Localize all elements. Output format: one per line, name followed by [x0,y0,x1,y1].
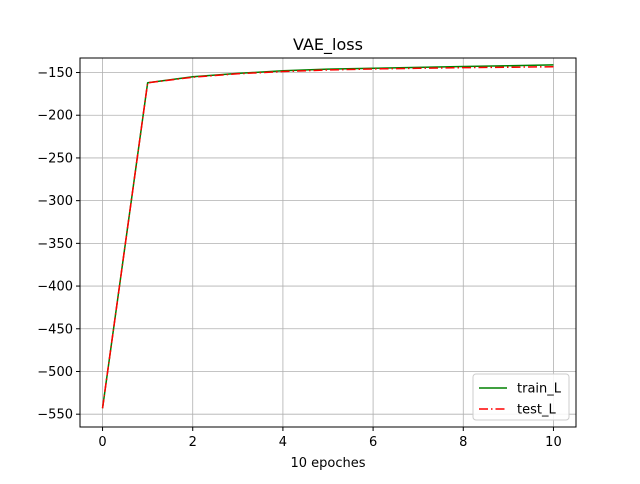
y-tick-label: −500 [37,365,73,380]
y-tick-label: −300 [37,194,73,209]
y-tick-label: −150 [37,66,73,81]
x-tick-label: 10 [545,435,562,450]
y-tick-label: −250 [37,151,73,166]
y-tick-label: −550 [37,408,73,423]
x-tick-label: 0 [98,435,106,450]
series-line-test_L [101,65,554,409]
x-tick-label: 6 [369,435,377,450]
x-tick-label: 2 [189,435,197,450]
series-layer [101,64,554,409]
y-tick-label: −200 [37,109,73,124]
legend-label-test_L: test_L [517,403,556,418]
y-tick-label: −400 [37,280,73,295]
chart-title: VAE_loss [293,35,363,55]
x-tick-label: 8 [459,435,467,450]
y-axis: −550 −500 −450 −400 −350 −300 −250 −200 −150 [37,66,80,423]
y-tick-label: −450 [37,322,73,337]
legend-label-train_L: train_L [517,382,562,397]
y-tick-label: −350 [37,237,73,252]
x-axis-label: 10 epoches [290,456,365,471]
plot-frame [79,57,577,428]
grid-lines [80,58,576,427]
x-axis: 0 2 4 6 8 10 [98,427,562,450]
x-tick-label: 4 [279,435,287,450]
legend: train_L test_L [472,373,570,421]
